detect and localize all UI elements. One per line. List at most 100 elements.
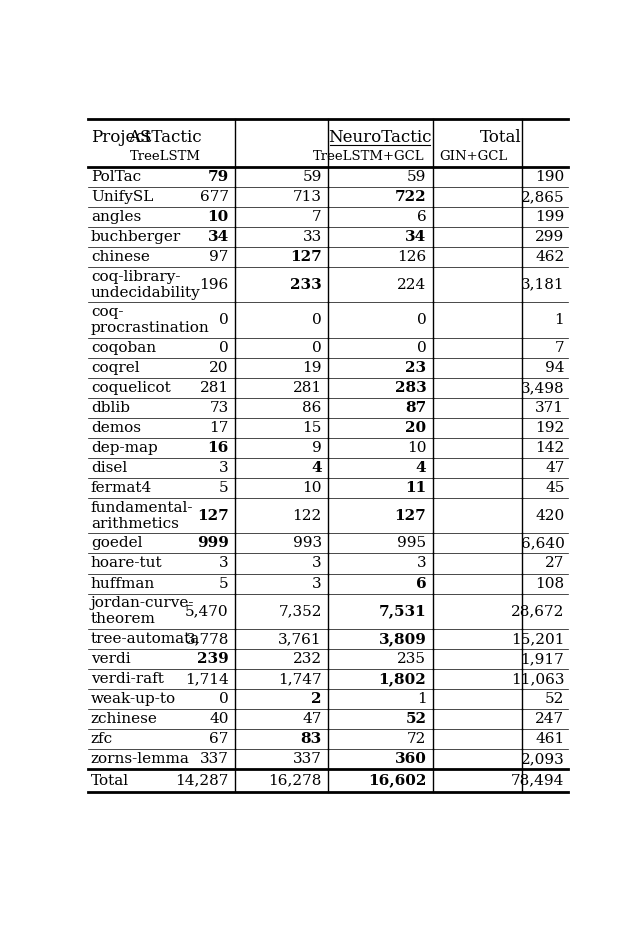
Text: Total: Total <box>91 773 129 788</box>
Text: huffman: huffman <box>91 577 155 591</box>
Text: 3: 3 <box>417 557 426 571</box>
Text: 7,531: 7,531 <box>379 604 426 618</box>
Text: 126: 126 <box>397 250 426 264</box>
Text: 1: 1 <box>555 313 564 327</box>
Text: 461: 461 <box>535 732 564 746</box>
Text: 78,494: 78,494 <box>511 773 564 788</box>
Text: 72: 72 <box>407 732 426 746</box>
Text: zorns-lemma: zorns-lemma <box>91 752 189 766</box>
Text: fermat4: fermat4 <box>91 481 152 495</box>
Text: 993: 993 <box>292 537 322 550</box>
Text: disel: disel <box>91 461 127 475</box>
Text: NeuroTactic: NeuroTactic <box>328 129 432 146</box>
Text: 1,714: 1,714 <box>185 672 229 686</box>
Text: 0: 0 <box>312 313 322 327</box>
Text: 14,287: 14,287 <box>175 773 229 788</box>
Text: 1,917: 1,917 <box>520 652 564 666</box>
Text: fundamental-
arithmetics: fundamental- arithmetics <box>91 500 193 531</box>
Text: 127: 127 <box>197 509 229 523</box>
Text: GIN+GCL: GIN+GCL <box>439 150 508 163</box>
Text: 7: 7 <box>312 210 322 224</box>
Text: 0: 0 <box>312 341 322 355</box>
Text: 233: 233 <box>290 278 322 292</box>
Text: 94: 94 <box>545 361 564 375</box>
Text: 1,802: 1,802 <box>379 672 426 686</box>
Text: 15,201: 15,201 <box>511 632 564 646</box>
Text: 7,352: 7,352 <box>278 604 322 618</box>
Text: 11: 11 <box>405 481 426 495</box>
Text: 5: 5 <box>219 577 229 591</box>
Text: coquelicot: coquelicot <box>91 381 171 395</box>
Text: 192: 192 <box>535 421 564 435</box>
Text: 199: 199 <box>535 210 564 224</box>
Text: 196: 196 <box>200 278 229 292</box>
Text: 17: 17 <box>209 421 229 435</box>
Text: coq-library-
undecidability: coq-library- undecidability <box>91 269 200 300</box>
Text: 235: 235 <box>397 652 426 666</box>
Text: 1,747: 1,747 <box>278 672 322 686</box>
Text: chinese: chinese <box>91 250 150 264</box>
Text: 0: 0 <box>219 692 229 706</box>
Text: 299: 299 <box>535 230 564 244</box>
Text: tree-automata: tree-automata <box>91 632 200 646</box>
Text: 722: 722 <box>395 190 426 204</box>
Text: 995: 995 <box>397 537 426 550</box>
Text: 86: 86 <box>303 401 322 414</box>
Text: 462: 462 <box>535 250 564 264</box>
Text: dblib: dblib <box>91 401 130 414</box>
Text: 122: 122 <box>292 509 322 523</box>
Text: TreeLSTM+GCL: TreeLSTM+GCL <box>313 150 424 163</box>
Text: 5: 5 <box>219 481 229 495</box>
Text: 97: 97 <box>209 250 229 264</box>
Text: 3: 3 <box>219 557 229 571</box>
Text: 2,093: 2,093 <box>520 752 564 766</box>
Text: 52: 52 <box>545 692 564 706</box>
Text: 0: 0 <box>417 341 426 355</box>
Text: zfc: zfc <box>91 732 113 746</box>
Text: 59: 59 <box>303 170 322 184</box>
Text: 28,672: 28,672 <box>511 604 564 618</box>
Text: 34: 34 <box>207 230 229 244</box>
Text: 11,063: 11,063 <box>511 672 564 686</box>
Text: 5,470: 5,470 <box>185 604 229 618</box>
Text: 7: 7 <box>555 341 564 355</box>
Text: 3,761: 3,761 <box>278 632 322 646</box>
Text: 232: 232 <box>292 652 322 666</box>
Text: verdi: verdi <box>91 652 131 666</box>
Text: 59: 59 <box>407 170 426 184</box>
Text: 371: 371 <box>536 401 564 414</box>
Text: 0: 0 <box>417 313 426 327</box>
Text: 127: 127 <box>290 250 322 264</box>
Text: 281: 281 <box>292 381 322 395</box>
Text: 283: 283 <box>395 381 426 395</box>
Text: 2,865: 2,865 <box>521 190 564 204</box>
Text: 67: 67 <box>209 732 229 746</box>
Text: 999: 999 <box>197 537 229 550</box>
Text: coq-
procrastination: coq- procrastination <box>91 305 210 335</box>
Text: UnifySL: UnifySL <box>91 190 153 204</box>
Text: 677: 677 <box>200 190 229 204</box>
Text: 34: 34 <box>405 230 426 244</box>
Text: 3: 3 <box>312 557 322 571</box>
Text: 40: 40 <box>209 712 229 726</box>
Text: demos: demos <box>91 421 141 435</box>
Text: 20: 20 <box>405 421 426 435</box>
Text: 281: 281 <box>200 381 229 395</box>
Text: 239: 239 <box>197 652 229 666</box>
Text: 190: 190 <box>535 170 564 184</box>
Text: 10: 10 <box>407 441 426 455</box>
Text: 224: 224 <box>397 278 426 292</box>
Text: 15: 15 <box>303 421 322 435</box>
Text: 0: 0 <box>219 313 229 327</box>
Text: 9: 9 <box>312 441 322 455</box>
Text: Total: Total <box>479 129 521 146</box>
Text: 0: 0 <box>219 341 229 355</box>
Text: jordan-curve-
theorem: jordan-curve- theorem <box>91 596 195 626</box>
Text: 713: 713 <box>293 190 322 204</box>
Text: 20: 20 <box>209 361 229 375</box>
Text: 16,278: 16,278 <box>268 773 322 788</box>
Text: 23: 23 <box>405 361 426 375</box>
Text: 16,602: 16,602 <box>368 773 426 788</box>
Text: 45: 45 <box>545 481 564 495</box>
Text: weak-up-to: weak-up-to <box>91 692 176 706</box>
